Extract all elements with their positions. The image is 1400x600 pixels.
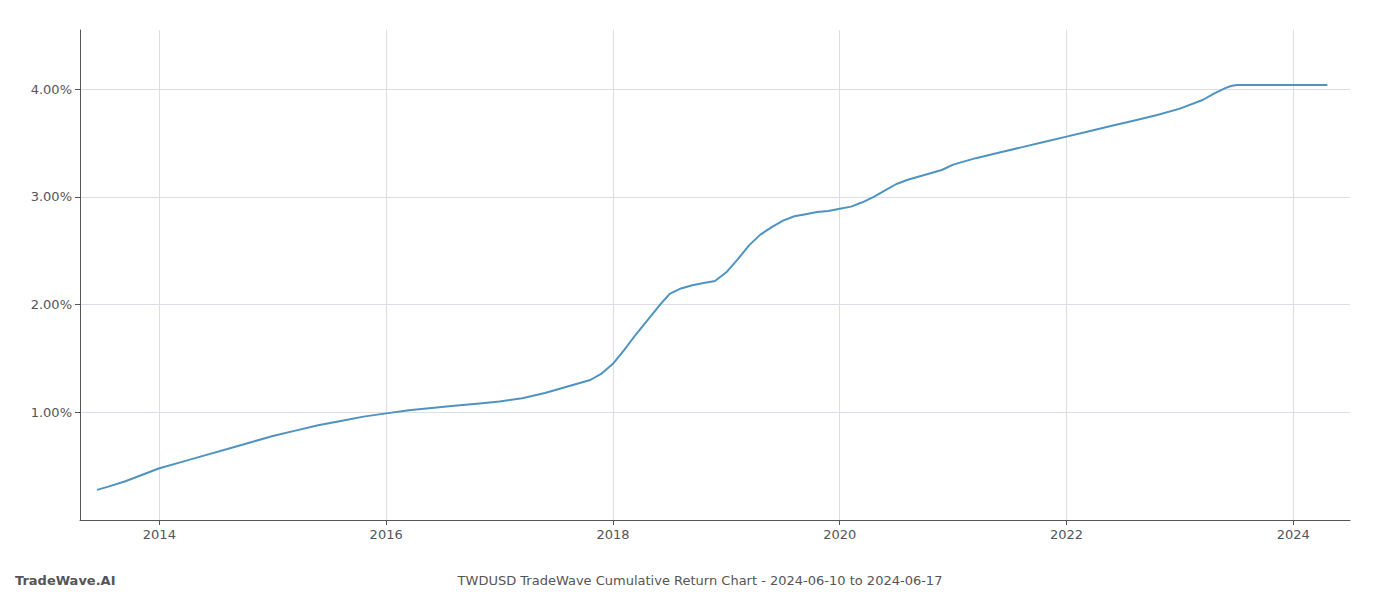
svg-text:2022: 2022 xyxy=(1050,527,1083,542)
svg-text:4.00%: 4.00% xyxy=(31,82,72,97)
svg-text:3.00%: 3.00% xyxy=(31,189,72,204)
svg-text:TWDUSD TradeWave Cumulative Re: TWDUSD TradeWave Cumulative Return Chart… xyxy=(457,573,943,588)
svg-text:2014: 2014 xyxy=(143,527,176,542)
svg-text:2.00%: 2.00% xyxy=(31,297,72,312)
svg-text:TradeWave.AI: TradeWave.AI xyxy=(15,573,116,588)
svg-text:2016: 2016 xyxy=(370,527,403,542)
svg-text:1.00%: 1.00% xyxy=(31,405,72,420)
svg-text:2020: 2020 xyxy=(823,527,856,542)
svg-text:2018: 2018 xyxy=(596,527,629,542)
svg-text:2024: 2024 xyxy=(1277,527,1310,542)
